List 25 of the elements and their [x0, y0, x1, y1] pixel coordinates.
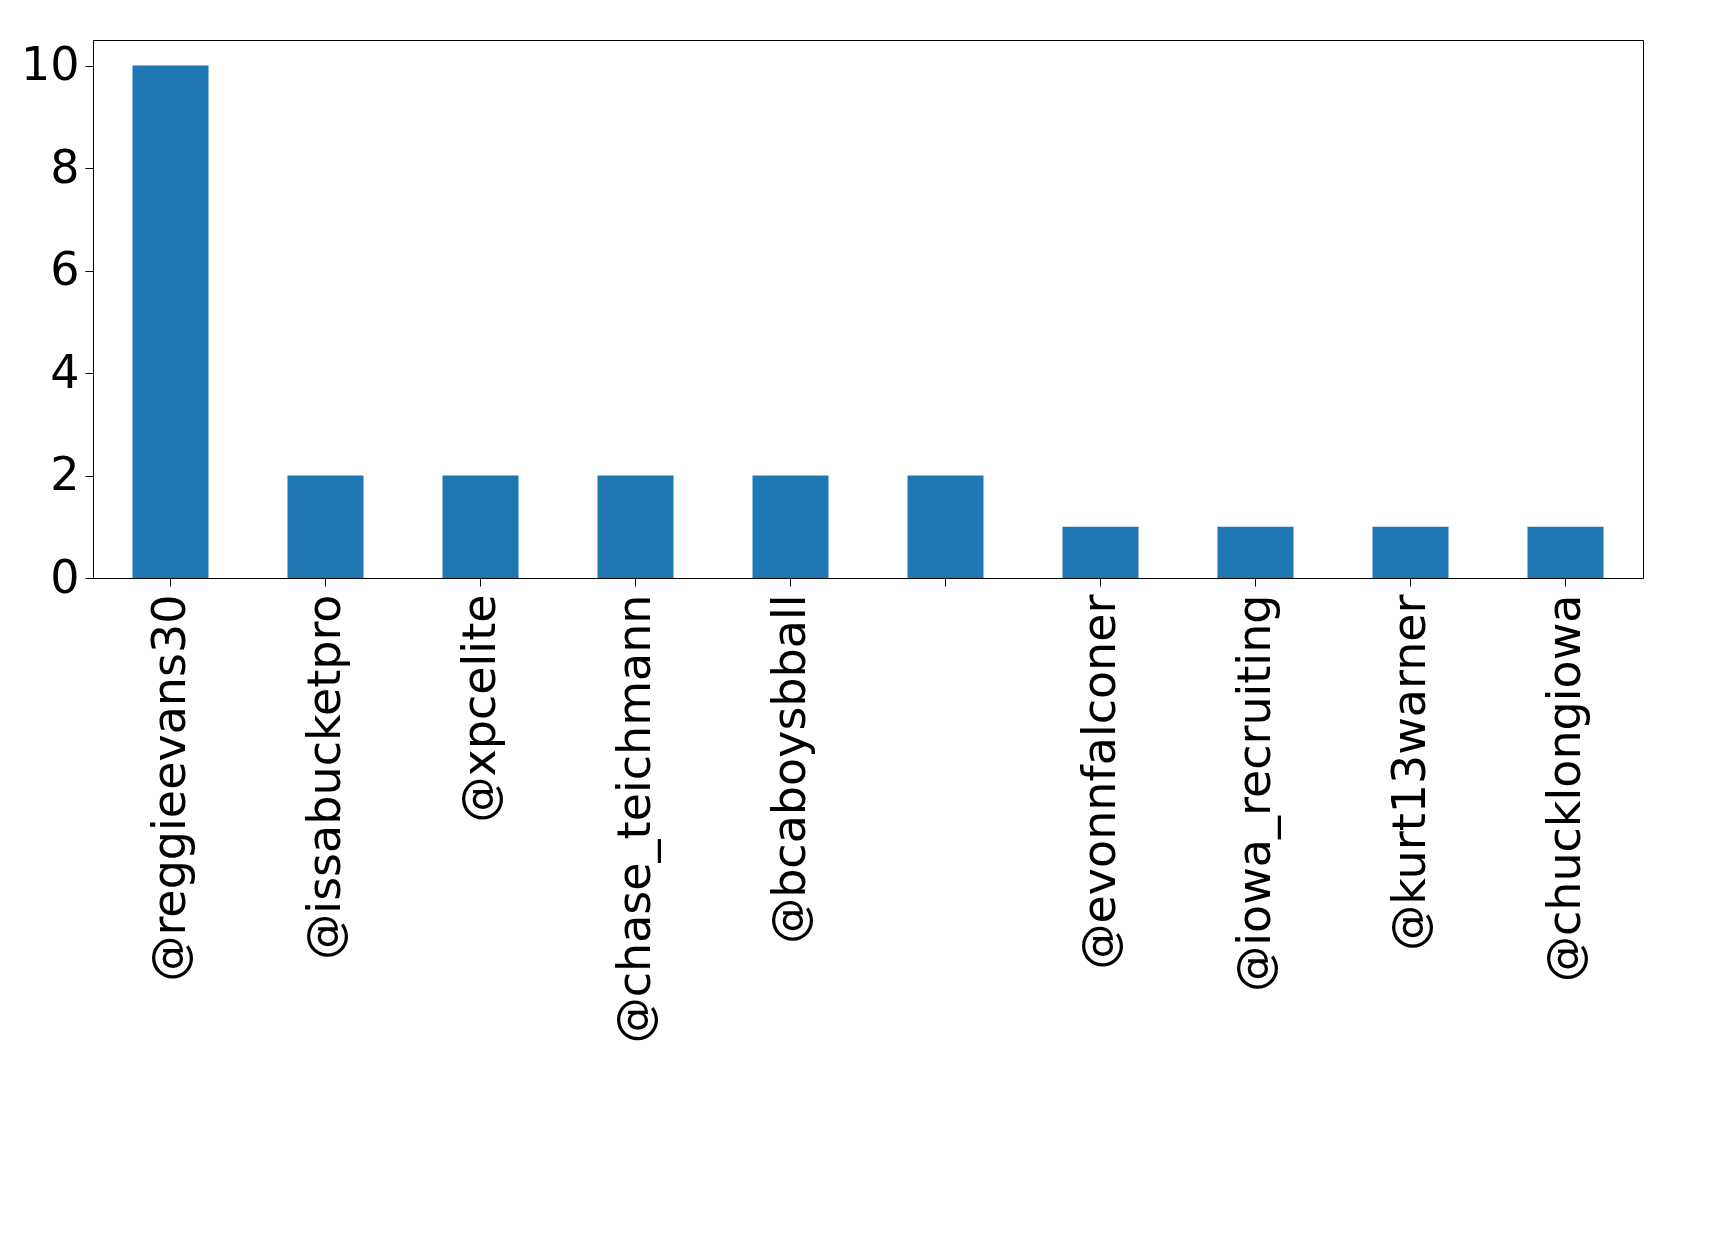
- x-tick-label: @xpcelite: [451, 594, 506, 823]
- bar: [287, 475, 364, 578]
- x-tick-label: @bcaboysbball: [761, 594, 816, 944]
- y-tick-label: 0: [50, 549, 80, 604]
- bar: [1062, 526, 1139, 578]
- bar: [1527, 526, 1604, 578]
- x-tick-label: @reggieevans30: [141, 594, 196, 982]
- x-tick-label: @chase_teichmann: [606, 594, 661, 1044]
- bar: [907, 475, 984, 578]
- bar: [132, 65, 209, 578]
- bar: [752, 475, 829, 578]
- y-tick-label: 8: [50, 139, 80, 194]
- bar: [1372, 526, 1449, 578]
- x-tick-label: @evonnfalconer: [1071, 594, 1126, 970]
- y-tick-label: 4: [50, 344, 80, 399]
- x-tick-label: @issabucketpro: [296, 594, 351, 960]
- x-tick-label: @chucklongiowa: [1536, 594, 1591, 983]
- x-tick-label: @iowa_recruiting: [1226, 594, 1281, 992]
- y-tick-label: 2: [50, 447, 80, 502]
- x-tick-label: @kurt13warner: [1381, 594, 1436, 951]
- bar: [442, 475, 519, 578]
- y-tick-label: 6: [50, 242, 80, 297]
- y-tick-label: 10: [20, 37, 80, 92]
- bar: [1217, 526, 1294, 578]
- bar: [597, 475, 674, 578]
